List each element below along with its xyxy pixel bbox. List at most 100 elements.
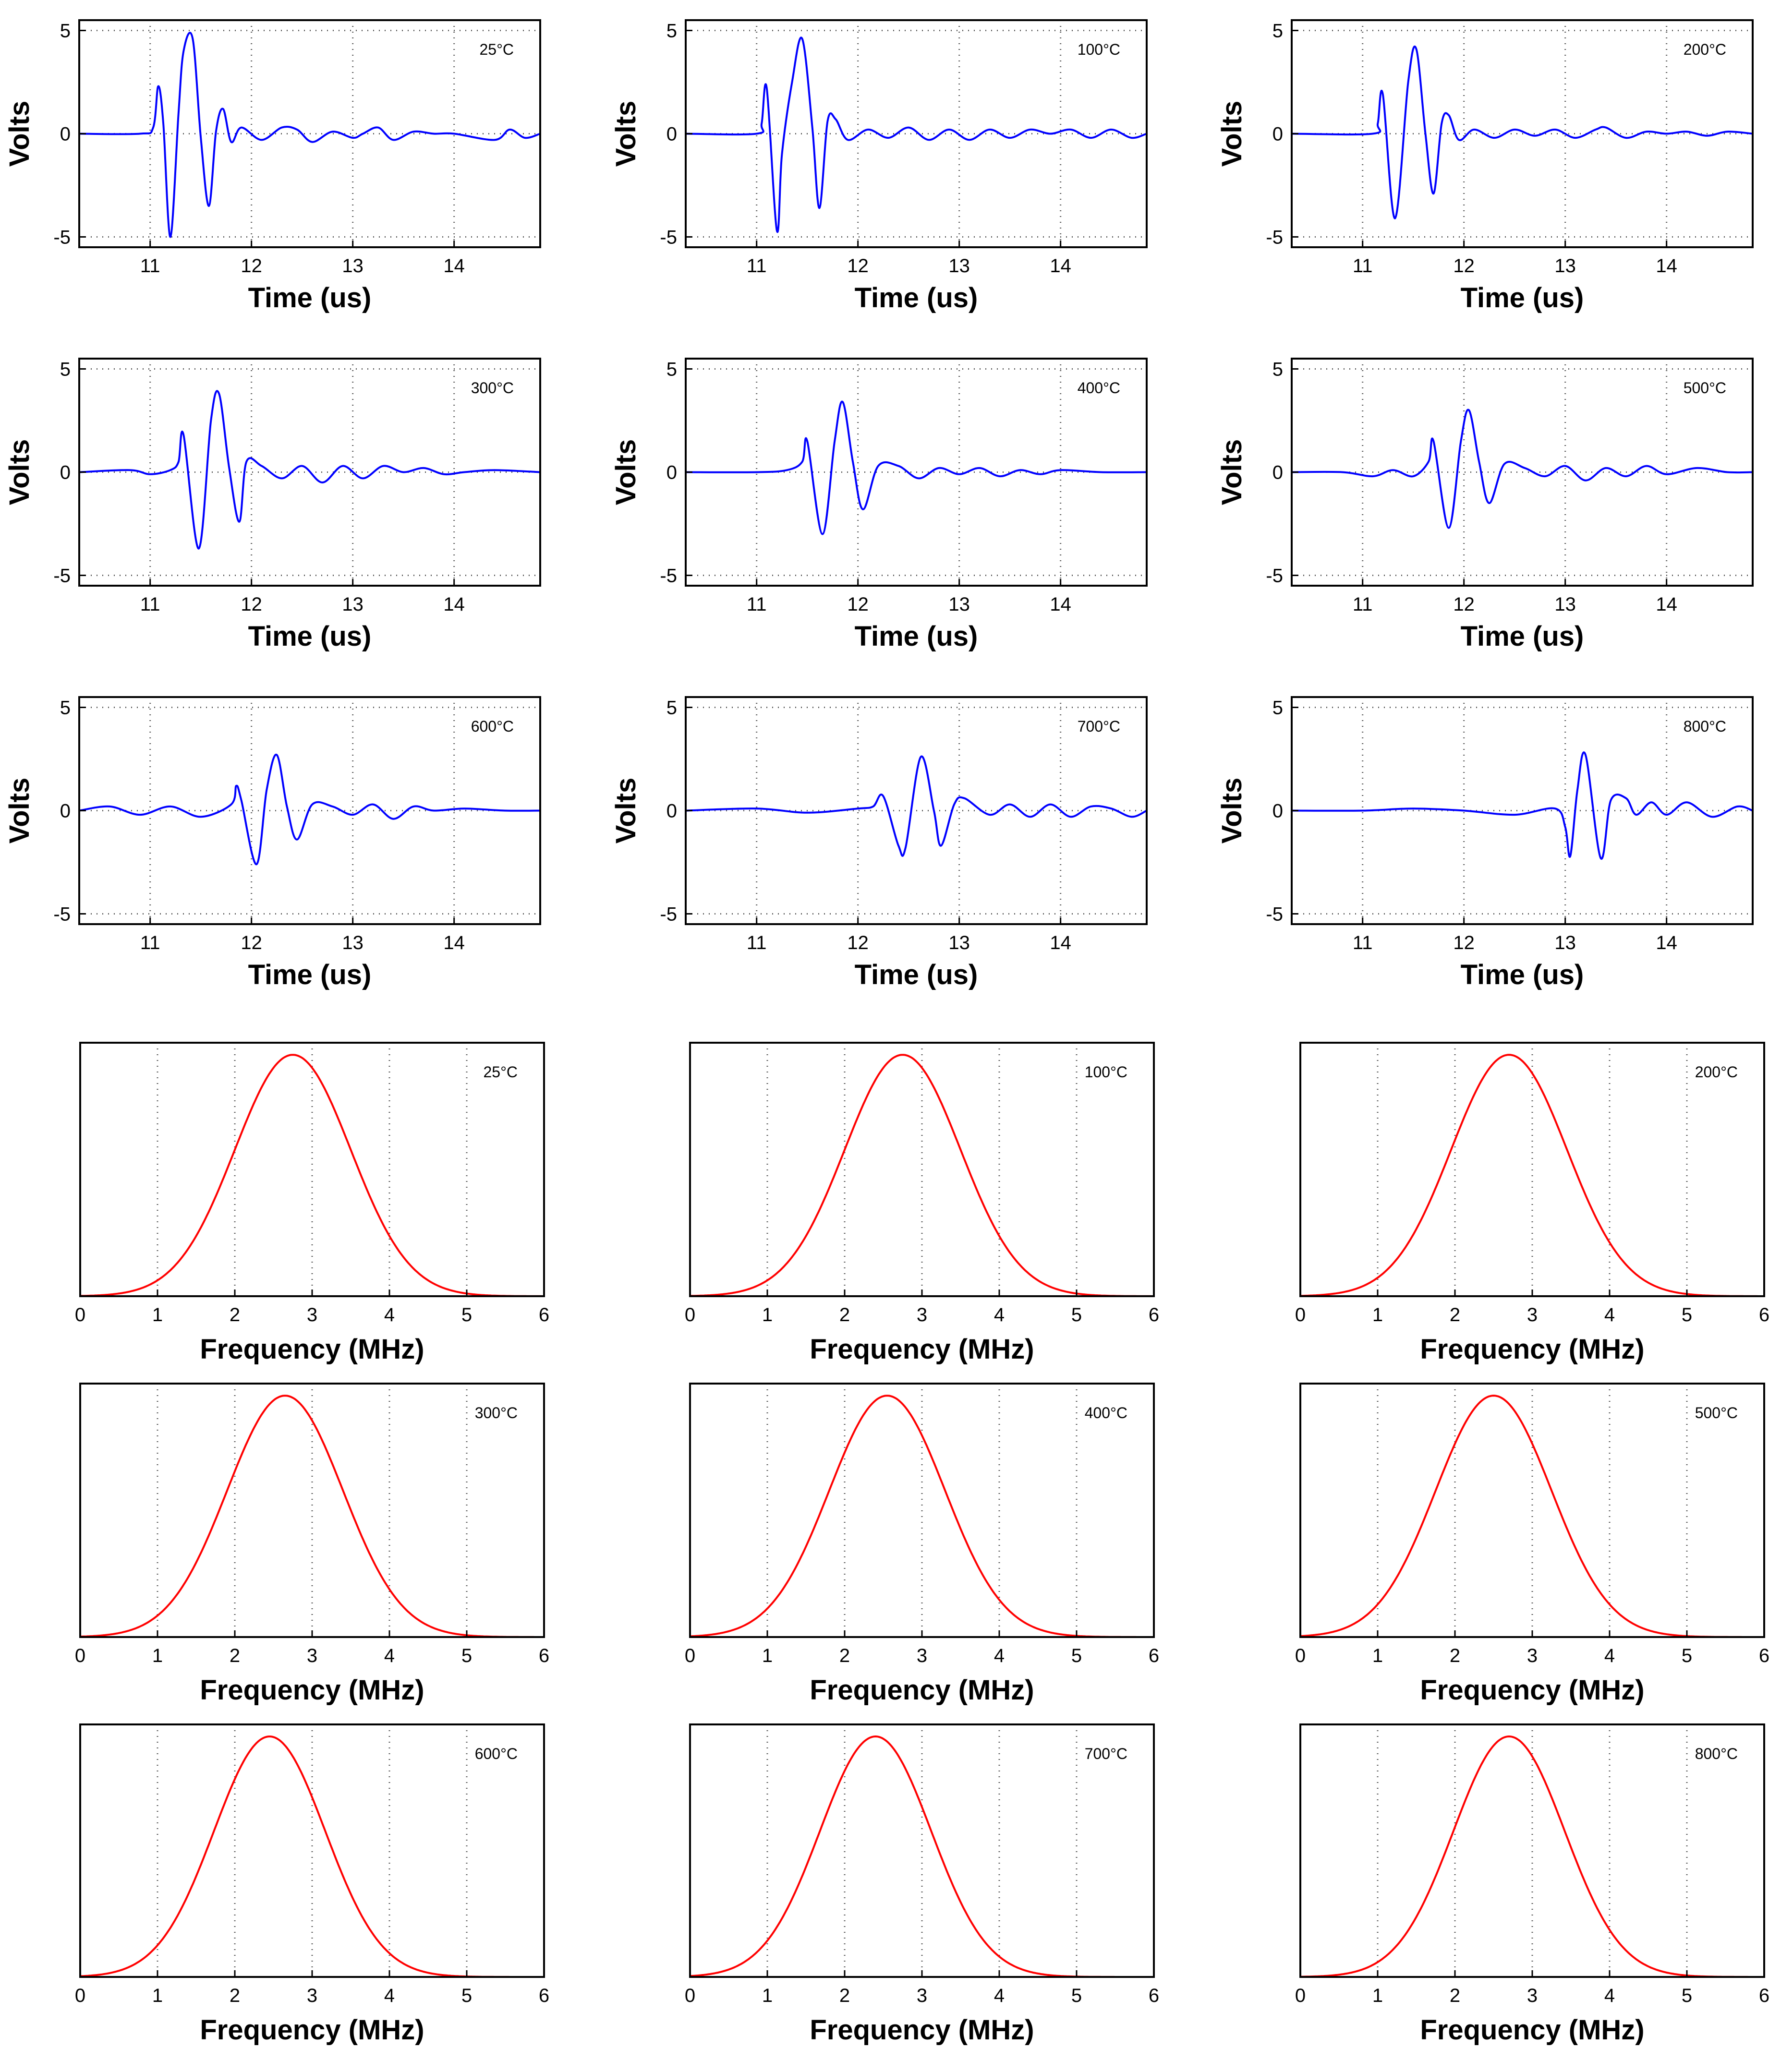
x-tick-label: 2 bbox=[1450, 1645, 1460, 1666]
plot-area bbox=[80, 1724, 544, 1977]
x-axis-label: Frequency (MHz) bbox=[810, 2014, 1034, 2046]
x-tick-label: 5 bbox=[1071, 1304, 1082, 1325]
y-tick-label: 0 bbox=[666, 462, 677, 483]
x-axis-label: Time (us) bbox=[1461, 282, 1584, 313]
x-axis-label: Time (us) bbox=[855, 621, 978, 652]
x-tick-label: 11 bbox=[747, 932, 767, 953]
x-tick-label: 3 bbox=[917, 1304, 927, 1325]
temperature-label: 400°C bbox=[1078, 379, 1120, 397]
y-tick-label: 0 bbox=[1272, 801, 1283, 822]
y-axis-label: Volts bbox=[1216, 439, 1248, 506]
x-tick-label: 6 bbox=[1149, 1304, 1159, 1325]
x-tick-label: 5 bbox=[1071, 1985, 1082, 2006]
x-tick-label: 4 bbox=[384, 1985, 395, 2006]
x-tick-label: 1 bbox=[762, 1645, 773, 1666]
x-tick-label: 1 bbox=[1372, 1304, 1383, 1325]
x-tick-label: 11 bbox=[140, 932, 160, 953]
y-axis-label: Volts bbox=[4, 439, 35, 506]
chart-panel-spectrum-7: 0 1 2 3 4 5 6 Frequency (MHz) 600°C bbox=[75, 1723, 549, 2046]
temperature-label: 500°C bbox=[1695, 1404, 1738, 1421]
series-line bbox=[1291, 751, 1753, 860]
x-tick-label: 1 bbox=[1372, 1985, 1383, 2006]
x-tick-label: 13 bbox=[1554, 255, 1576, 277]
x-tick-label: 0 bbox=[75, 1985, 85, 2006]
x-tick-label: 4 bbox=[994, 1304, 1005, 1325]
x-tick-label: 6 bbox=[539, 1304, 549, 1325]
x-tick-label: 2 bbox=[230, 1304, 240, 1325]
x-tick-label: 2 bbox=[1450, 1985, 1460, 2006]
y-tick-label: 5 bbox=[1272, 359, 1283, 380]
x-tick-label: 6 bbox=[1759, 1304, 1769, 1325]
x-tick-label: 6 bbox=[539, 1645, 549, 1666]
x-axis-label: Frequency (MHz) bbox=[200, 2014, 424, 2046]
x-tick-label: 2 bbox=[839, 1645, 850, 1666]
chart-panel-waveform-8: 11 12 13 14 -5 0 5 Volts Time (us) 700°C bbox=[610, 696, 1148, 990]
x-tick-label: 4 bbox=[384, 1304, 395, 1325]
chart-panel-spectrum-6: 0 1 2 3 4 5 6 Frequency (MHz) 500°C bbox=[1295, 1383, 1769, 1706]
x-tick-label: 11 bbox=[140, 594, 160, 615]
x-axis-label: Frequency (MHz) bbox=[200, 1674, 424, 1706]
x-tick-label: 12 bbox=[241, 932, 262, 953]
temperature-label: 700°C bbox=[1085, 1745, 1127, 1762]
x-axis-label: Time (us) bbox=[248, 621, 372, 652]
x-tick-label: 11 bbox=[1353, 594, 1373, 615]
temperature-label: 600°C bbox=[475, 1745, 518, 1762]
y-axis-label: Volts bbox=[1216, 778, 1248, 844]
x-tick-label: 4 bbox=[1604, 1304, 1615, 1325]
y-axis-label: Volts bbox=[4, 778, 35, 844]
x-tick-label: 1 bbox=[762, 1304, 773, 1325]
x-tick-label: 3 bbox=[1527, 1645, 1538, 1666]
chart-panel-waveform-9: 11 12 13 14 -5 0 5 Volts Time (us) 800°C bbox=[1216, 696, 1754, 990]
x-tick-label: 2 bbox=[839, 1985, 850, 2006]
x-tick-label: 1 bbox=[152, 1985, 163, 2006]
y-tick-label: 5 bbox=[60, 359, 71, 380]
y-tick-label: -5 bbox=[660, 566, 677, 587]
x-tick-label: 5 bbox=[1682, 1304, 1692, 1325]
y-axis-label: Volts bbox=[610, 778, 642, 844]
chart-panel-waveform-2: 11 12 13 14 -5 0 5 Volts Time (us) 100°C bbox=[610, 19, 1148, 313]
x-tick-label: 4 bbox=[994, 1985, 1005, 2006]
x-tick-label: 12 bbox=[847, 255, 869, 277]
x-tick-label: 11 bbox=[1353, 932, 1373, 953]
plot-area bbox=[690, 1724, 1154, 1977]
temperature-label: 200°C bbox=[1684, 41, 1726, 58]
x-tick-label: 0 bbox=[1295, 1985, 1306, 2006]
series-line bbox=[685, 36, 1147, 233]
x-tick-label: 3 bbox=[307, 1645, 317, 1666]
x-tick-label: 0 bbox=[685, 1645, 695, 1666]
x-tick-label: 13 bbox=[342, 594, 363, 615]
y-tick-label: -5 bbox=[660, 904, 677, 925]
x-axis-label: Frequency (MHz) bbox=[1420, 2014, 1644, 2046]
y-tick-label: 5 bbox=[666, 359, 677, 380]
x-tick-label: 0 bbox=[75, 1304, 85, 1325]
x-tick-label: 4 bbox=[1604, 1645, 1615, 1666]
y-tick-label: 0 bbox=[1272, 462, 1283, 483]
x-tick-label: 14 bbox=[443, 932, 465, 953]
x-tick-label: 14 bbox=[443, 594, 465, 615]
x-tick-label: 5 bbox=[461, 1985, 472, 2006]
x-tick-label: 5 bbox=[461, 1645, 472, 1666]
x-tick-label: 2 bbox=[230, 1985, 240, 2006]
x-tick-label: 3 bbox=[307, 1304, 317, 1325]
x-tick-label: 1 bbox=[152, 1304, 163, 1325]
temperature-label: 25°C bbox=[484, 1063, 518, 1081]
y-axis-label: Volts bbox=[610, 101, 642, 167]
x-tick-label: 2 bbox=[839, 1304, 850, 1325]
series-line bbox=[685, 400, 1147, 535]
x-tick-label: 2 bbox=[1450, 1304, 1460, 1325]
temperature-label: 25°C bbox=[480, 41, 514, 58]
x-tick-label: 13 bbox=[342, 932, 363, 953]
temperature-label: 400°C bbox=[1085, 1404, 1127, 1421]
y-axis-label: Volts bbox=[1216, 101, 1248, 167]
x-tick-label: 1 bbox=[152, 1645, 163, 1666]
y-tick-label: -5 bbox=[53, 904, 71, 925]
y-tick-label: 5 bbox=[1272, 698, 1283, 719]
y-tick-label: 0 bbox=[1272, 124, 1283, 145]
y-tick-label: -5 bbox=[53, 227, 71, 248]
x-tick-label: 13 bbox=[1554, 932, 1576, 953]
series-line bbox=[685, 755, 1147, 857]
plot-area bbox=[1300, 1724, 1764, 1977]
y-tick-label: 5 bbox=[1272, 21, 1283, 42]
series-line bbox=[79, 390, 541, 550]
chart-panel-spectrum-5: 0 1 2 3 4 5 6 Frequency (MHz) 400°C bbox=[685, 1383, 1159, 1706]
